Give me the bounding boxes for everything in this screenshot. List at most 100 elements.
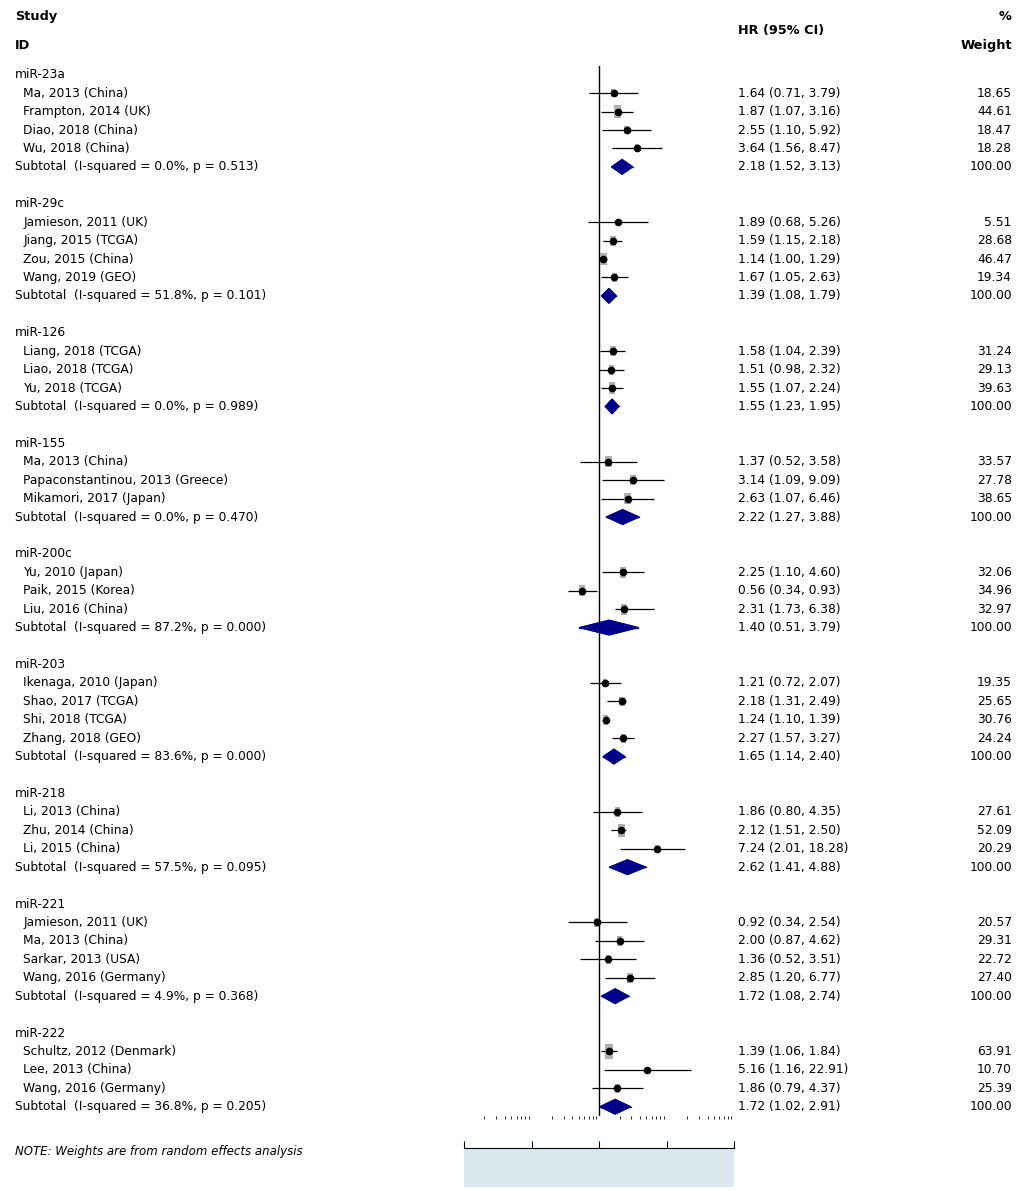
Text: 25.39: 25.39 bbox=[976, 1081, 1011, 1095]
Text: miR-221: miR-221 bbox=[15, 898, 66, 911]
Text: Shi, 2018 (TCGA): Shi, 2018 (TCGA) bbox=[23, 713, 127, 727]
Text: 100.00: 100.00 bbox=[968, 750, 1011, 763]
Text: 1.86 (0.79, 4.37): 1.86 (0.79, 4.37) bbox=[738, 1081, 841, 1095]
Text: Subtotal  (I-squared = 0.0%, p = 0.470): Subtotal (I-squared = 0.0%, p = 0.470) bbox=[15, 511, 258, 524]
Text: Yu, 2018 (TCGA): Yu, 2018 (TCGA) bbox=[23, 381, 122, 394]
Text: 5.51: 5.51 bbox=[983, 216, 1011, 229]
Bar bbox=[624, 493, 631, 505]
Text: 20.29: 20.29 bbox=[976, 842, 1011, 855]
Text: miR-203: miR-203 bbox=[15, 657, 66, 671]
Text: Diao, 2018 (China): Diao, 2018 (China) bbox=[23, 124, 139, 137]
Text: 25.65: 25.65 bbox=[976, 694, 1011, 707]
Text: Jiang, 2015 (TCGA): Jiang, 2015 (TCGA) bbox=[23, 235, 139, 247]
Text: Frampton, 2014 (UK): Frampton, 2014 (UK) bbox=[23, 105, 151, 118]
Text: 1.58 (1.04, 2.39): 1.58 (1.04, 2.39) bbox=[738, 344, 841, 357]
Text: 2.00 (0.87, 4.62): 2.00 (0.87, 4.62) bbox=[738, 935, 841, 947]
Text: 1.36 (0.52, 3.51): 1.36 (0.52, 3.51) bbox=[738, 953, 841, 966]
Text: 0.56 (0.34, 0.93): 0.56 (0.34, 0.93) bbox=[738, 585, 841, 597]
Text: Paik, 2015 (Korea): Paik, 2015 (Korea) bbox=[23, 585, 136, 597]
Bar bbox=[624, 126, 629, 135]
Text: 1.87 (1.07, 3.16): 1.87 (1.07, 3.16) bbox=[738, 105, 841, 118]
Text: 33.57: 33.57 bbox=[976, 455, 1011, 468]
Bar bbox=[621, 734, 626, 743]
Text: Subtotal  (I-squared = 4.9%, p = 0.368): Subtotal (I-squared = 4.9%, p = 0.368) bbox=[15, 990, 259, 1003]
Text: 2.12 (1.51, 2.50): 2.12 (1.51, 2.50) bbox=[738, 824, 841, 837]
Text: 1.55 (1.23, 1.95): 1.55 (1.23, 1.95) bbox=[738, 400, 841, 413]
Bar bbox=[615, 220, 619, 224]
Text: 1.24 (1.10, 1.39): 1.24 (1.10, 1.39) bbox=[738, 713, 840, 727]
Bar bbox=[602, 715, 608, 725]
Polygon shape bbox=[601, 288, 615, 304]
Polygon shape bbox=[599, 1099, 630, 1114]
Text: Liao, 2018 (TCGA): Liao, 2018 (TCGA) bbox=[23, 363, 133, 376]
Text: Subtotal  (I-squared = 87.2%, p = 0.000): Subtotal (I-squared = 87.2%, p = 0.000) bbox=[15, 621, 266, 634]
Bar bbox=[619, 697, 625, 706]
Text: Ma, 2013 (China): Ma, 2013 (China) bbox=[23, 455, 128, 468]
Text: Wu, 2018 (China): Wu, 2018 (China) bbox=[23, 142, 130, 155]
Text: 29.31: 29.31 bbox=[976, 935, 1011, 947]
Text: 18.28: 18.28 bbox=[976, 142, 1011, 155]
Text: 1.21 (0.72, 2.07): 1.21 (0.72, 2.07) bbox=[738, 676, 840, 690]
Bar bbox=[605, 955, 610, 964]
Text: Wang, 2016 (Germany): Wang, 2016 (Germany) bbox=[23, 1081, 166, 1095]
Text: Subtotal  (I-squared = 57.5%, p = 0.095): Subtotal (I-squared = 57.5%, p = 0.095) bbox=[15, 861, 266, 874]
Text: Subtotal  (I-squared = 0.0%, p = 0.513): Subtotal (I-squared = 0.0%, p = 0.513) bbox=[15, 161, 259, 174]
Text: Subtotal  (I-squared = 36.8%, p = 0.205): Subtotal (I-squared = 36.8%, p = 0.205) bbox=[15, 1100, 266, 1114]
Text: 1.89 (0.68, 5.26): 1.89 (0.68, 5.26) bbox=[738, 216, 841, 229]
Text: %: % bbox=[998, 11, 1011, 23]
Text: 2.18 (1.31, 2.49): 2.18 (1.31, 2.49) bbox=[738, 694, 841, 707]
Bar bbox=[620, 567, 626, 578]
Text: Shao, 2017 (TCGA): Shao, 2017 (TCGA) bbox=[23, 694, 139, 707]
Text: 3.14 (1.09, 9.09): 3.14 (1.09, 9.09) bbox=[738, 474, 840, 487]
Text: Mikamori, 2017 (Japan): Mikamori, 2017 (Japan) bbox=[23, 492, 166, 505]
Text: 1.65 (1.14, 2.40): 1.65 (1.14, 2.40) bbox=[738, 750, 841, 763]
Text: 100.00: 100.00 bbox=[968, 861, 1011, 874]
Text: Ma, 2013 (China): Ma, 2013 (China) bbox=[23, 935, 128, 947]
Text: 1.59 (1.15, 2.18): 1.59 (1.15, 2.18) bbox=[738, 235, 841, 247]
Text: 18.65: 18.65 bbox=[976, 87, 1011, 100]
Text: Zou, 2015 (China): Zou, 2015 (China) bbox=[23, 252, 133, 266]
Text: 1.64 (0.71, 3.79): 1.64 (0.71, 3.79) bbox=[738, 87, 840, 100]
Text: 100.00: 100.00 bbox=[968, 289, 1011, 303]
Bar bbox=[604, 1045, 612, 1059]
Text: Li, 2015 (China): Li, 2015 (China) bbox=[23, 842, 120, 855]
Text: miR-155: miR-155 bbox=[15, 437, 66, 450]
Bar bbox=[608, 364, 613, 375]
Text: Wang, 2019 (GEO): Wang, 2019 (GEO) bbox=[23, 270, 137, 283]
Text: 1.39 (1.06, 1.84): 1.39 (1.06, 1.84) bbox=[738, 1045, 841, 1058]
Text: 46.47: 46.47 bbox=[976, 252, 1011, 266]
Text: 30.76: 30.76 bbox=[976, 713, 1011, 727]
Text: Subtotal  (I-squared = 0.0%, p = 0.989): Subtotal (I-squared = 0.0%, p = 0.989) bbox=[15, 400, 259, 413]
Polygon shape bbox=[608, 860, 645, 874]
Text: 34.96: 34.96 bbox=[976, 585, 1011, 597]
Text: 27.40: 27.40 bbox=[976, 971, 1011, 984]
Bar bbox=[579, 585, 585, 597]
Text: Li, 2013 (China): Li, 2013 (China) bbox=[23, 805, 120, 818]
Bar bbox=[616, 823, 625, 837]
Text: 1.39 (1.08, 1.79): 1.39 (1.08, 1.79) bbox=[738, 289, 841, 303]
Text: Liu, 2016 (China): Liu, 2016 (China) bbox=[23, 603, 128, 616]
Bar bbox=[602, 679, 606, 687]
Text: 28.68: 28.68 bbox=[976, 235, 1011, 247]
Bar bbox=[599, 252, 606, 266]
Text: miR-23a: miR-23a bbox=[15, 68, 66, 81]
Text: Subtotal  (I-squared = 83.6%, p = 0.000): Subtotal (I-squared = 83.6%, p = 0.000) bbox=[15, 750, 266, 763]
Text: 19.34: 19.34 bbox=[976, 270, 1011, 283]
Text: 100.00: 100.00 bbox=[968, 511, 1011, 524]
Polygon shape bbox=[604, 399, 619, 413]
Text: miR-200c: miR-200c bbox=[15, 548, 73, 561]
Bar bbox=[614, 1084, 620, 1093]
Text: 38.65: 38.65 bbox=[976, 492, 1011, 505]
Text: 22.72: 22.72 bbox=[976, 953, 1011, 966]
Text: 2.18 (1.52, 3.13): 2.18 (1.52, 3.13) bbox=[738, 161, 841, 174]
Polygon shape bbox=[602, 749, 625, 763]
Text: 1.72 (1.02, 2.91): 1.72 (1.02, 2.91) bbox=[738, 1100, 840, 1114]
Bar bbox=[627, 973, 632, 983]
Text: 1.51 (0.98, 2.32): 1.51 (0.98, 2.32) bbox=[738, 363, 841, 376]
Text: Yu, 2010 (Japan): Yu, 2010 (Japan) bbox=[23, 566, 123, 579]
Text: 1.67 (1.05, 2.63): 1.67 (1.05, 2.63) bbox=[738, 270, 841, 283]
Text: 1.86 (0.80, 4.35): 1.86 (0.80, 4.35) bbox=[738, 805, 841, 818]
Text: 1.14 (1.00, 1.29): 1.14 (1.00, 1.29) bbox=[738, 252, 840, 266]
Text: 27.78: 27.78 bbox=[976, 474, 1011, 487]
Bar bbox=[605, 456, 611, 467]
